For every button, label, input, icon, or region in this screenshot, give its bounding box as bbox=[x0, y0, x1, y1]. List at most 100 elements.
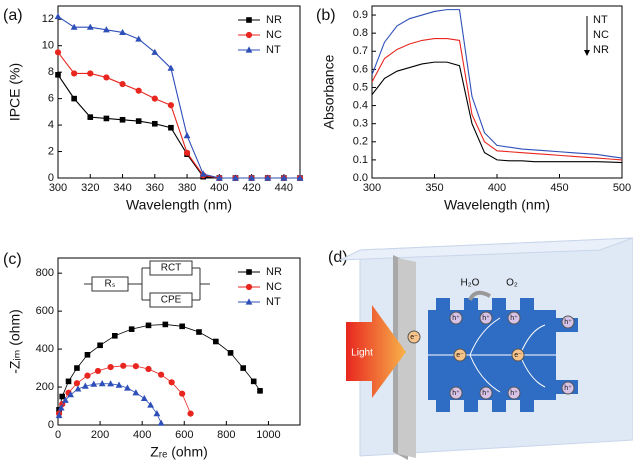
hole-label: h⁺ bbox=[564, 385, 572, 392]
marker bbox=[71, 95, 77, 102]
circuit-inset bbox=[84, 260, 210, 308]
x-tick-label: 450 bbox=[550, 182, 568, 194]
marker bbox=[179, 323, 185, 330]
marker bbox=[97, 342, 103, 349]
marker bbox=[145, 322, 152, 329]
marker bbox=[296, 174, 304, 181]
marker bbox=[73, 380, 81, 387]
x-tick-label: 320 bbox=[81, 182, 99, 194]
panel-label: (a) bbox=[3, 7, 23, 24]
marker bbox=[86, 23, 94, 30]
inset-label: Rₛ bbox=[105, 279, 116, 290]
y-tick-label: 400 bbox=[36, 343, 54, 355]
marker bbox=[245, 31, 253, 39]
marker bbox=[167, 102, 175, 109]
x-tick-label: 380 bbox=[178, 182, 196, 194]
legend-label: NT bbox=[593, 14, 608, 26]
marker bbox=[84, 351, 91, 358]
marker bbox=[87, 114, 94, 120]
series-line bbox=[57, 16, 300, 179]
marker bbox=[162, 321, 169, 328]
marker bbox=[57, 404, 65, 411]
hole-label: h⁺ bbox=[482, 315, 490, 322]
hole-label: h⁺ bbox=[510, 390, 518, 397]
y-tick-label: 4 bbox=[48, 119, 54, 131]
marker bbox=[246, 17, 252, 23]
box-top bbox=[339, 237, 633, 261]
marker bbox=[264, 174, 272, 181]
light-arrow bbox=[346, 305, 406, 398]
marker bbox=[55, 411, 63, 419]
x-tick-label: 0 bbox=[55, 429, 61, 441]
legend-label: NR bbox=[593, 44, 609, 56]
marker bbox=[151, 95, 158, 102]
marker bbox=[245, 46, 253, 53]
marker bbox=[199, 170, 207, 177]
marker bbox=[153, 410, 161, 417]
light-label: Light bbox=[351, 348, 373, 359]
y-tick-label: 200 bbox=[36, 381, 54, 393]
plot-frame bbox=[57, 5, 301, 179]
marker bbox=[183, 149, 191, 156]
y-tick-label: 8 bbox=[48, 66, 54, 78]
x-tick-label: 350 bbox=[425, 182, 443, 194]
series-line bbox=[371, 61, 623, 164]
marker bbox=[151, 48, 159, 55]
marker bbox=[152, 120, 158, 127]
fit-line bbox=[58, 383, 162, 424]
y-tick-label: 0.1 bbox=[353, 154, 368, 166]
marker bbox=[84, 372, 91, 379]
y-tick-label: 0.0 bbox=[353, 172, 368, 184]
y-tick-label: 0.8 bbox=[353, 27, 368, 39]
legend-arrow-head bbox=[584, 50, 590, 56]
marker bbox=[119, 28, 126, 36]
marker bbox=[74, 365, 80, 371]
marker bbox=[248, 174, 255, 181]
y-tick-label: 600 bbox=[36, 305, 54, 317]
panel-label: (d) bbox=[328, 249, 348, 266]
marker bbox=[61, 396, 69, 403]
marker bbox=[145, 365, 152, 373]
marker bbox=[119, 116, 126, 123]
y-tick-label: 0.2 bbox=[353, 136, 368, 148]
x-tick-label: 400 bbox=[133, 429, 151, 441]
marker bbox=[55, 72, 61, 78]
x-axis-title: Wavelength (nm) bbox=[444, 197, 550, 213]
x-tick-label: 300 bbox=[363, 182, 381, 194]
marker bbox=[240, 365, 246, 371]
panel-label: (c) bbox=[3, 251, 22, 268]
series-line bbox=[371, 9, 623, 159]
electron-label: e⁻ bbox=[514, 352, 522, 359]
water-label: H₂O bbox=[461, 278, 480, 289]
plate bbox=[398, 258, 416, 458]
marker bbox=[74, 385, 82, 392]
marker bbox=[227, 350, 234, 356]
y-tick-label: 0 bbox=[48, 172, 54, 184]
y-tick-label: 6 bbox=[48, 93, 54, 105]
plot-frame bbox=[371, 5, 623, 179]
y-tick-label: 0 bbox=[48, 419, 54, 431]
marker bbox=[147, 401, 154, 408]
series-line bbox=[57, 74, 300, 179]
marker bbox=[132, 389, 140, 396]
water-arrow bbox=[468, 290, 491, 301]
y-tick-label: 800 bbox=[36, 267, 54, 279]
marker bbox=[168, 124, 174, 131]
marker bbox=[179, 390, 186, 397]
marker bbox=[128, 326, 135, 332]
x-tick-label: 360 bbox=[146, 182, 164, 194]
fit-line bbox=[58, 324, 261, 410]
x-tick-label: 600 bbox=[175, 429, 193, 441]
marker bbox=[215, 174, 223, 181]
legend-label: NC bbox=[593, 29, 609, 41]
marker bbox=[90, 380, 98, 387]
marker bbox=[196, 329, 202, 335]
marker bbox=[87, 70, 94, 77]
marker bbox=[245, 283, 253, 291]
legend-label: NC bbox=[266, 29, 282, 41]
x-tick-label: 440 bbox=[275, 182, 293, 194]
legend-label: NC bbox=[266, 281, 282, 293]
y-tick-label: 0.4 bbox=[353, 99, 368, 111]
x-tick-label: 1000 bbox=[256, 429, 280, 441]
hole-label: h⁺ bbox=[482, 390, 490, 397]
